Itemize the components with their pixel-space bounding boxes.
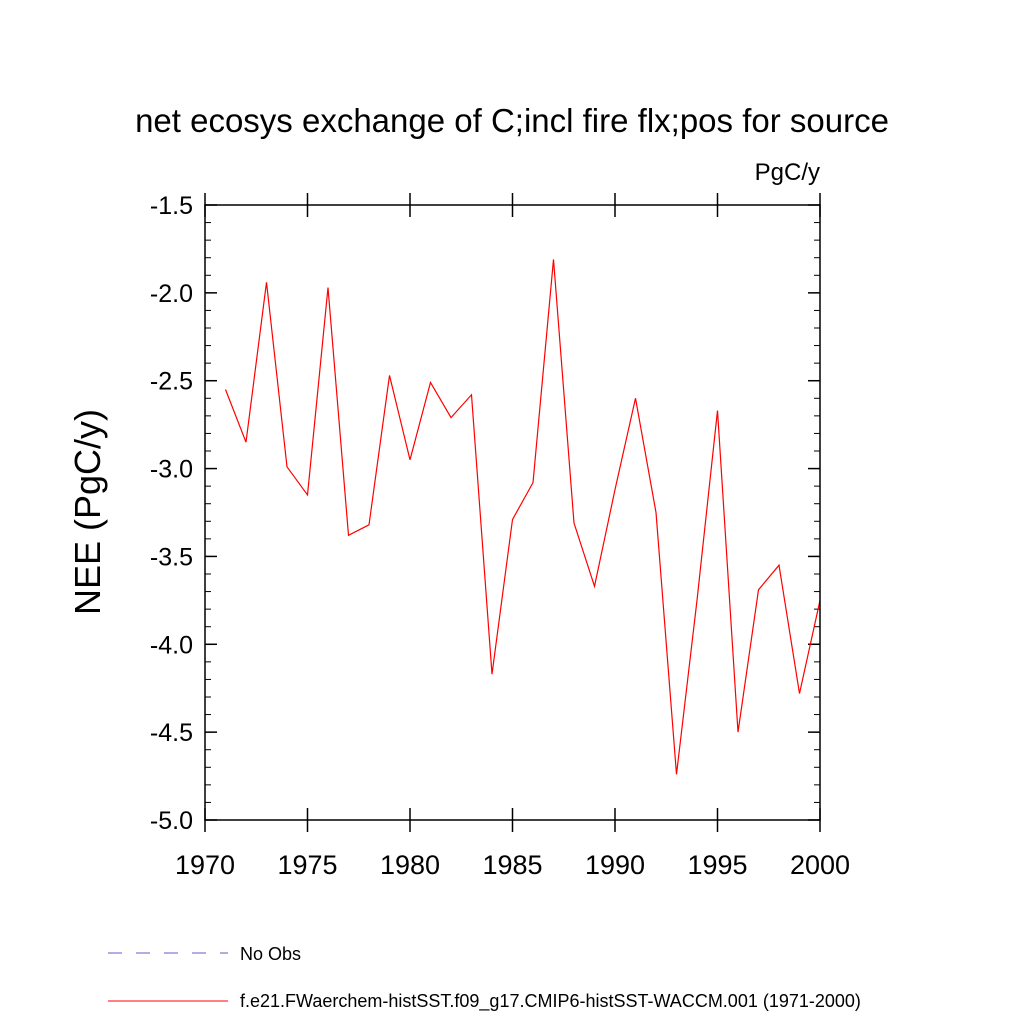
y-tick-label: -5.0 — [150, 807, 193, 835]
x-tick-label: 2000 — [790, 850, 850, 880]
legend-label-model: f.e21.FWaerchem-histSST.f09_g17.CMIP6-hi… — [240, 991, 861, 1012]
legend-label-obs: No Obs — [240, 944, 301, 964]
x-tick-label: 1990 — [585, 850, 645, 880]
x-tick-label: 1995 — [687, 850, 747, 880]
x-tick-label: 1985 — [482, 850, 542, 880]
y-tick-label: -4.0 — [150, 631, 193, 659]
series-line — [224, 259, 821, 775]
axis-ticks — [204, 193, 821, 832]
x-tick-label: 1970 — [175, 850, 235, 880]
y-tick-label: -2.0 — [150, 280, 193, 308]
y-tick-label: -2.5 — [150, 368, 193, 396]
y-tick-label: -3.0 — [150, 456, 193, 484]
y-axis-label: NEE (PgC/y) — [67, 409, 108, 615]
x-tick-label: 1980 — [380, 850, 440, 880]
y-tick-labels: -1.5 -2.0 -2.5 -3.0 -3.5 -4.0 -4.5 -5.0 — [150, 192, 193, 835]
y-tick-label: -4.5 — [150, 719, 193, 747]
series-layer — [224, 259, 821, 775]
plot-frame — [204, 204, 821, 821]
chart-title: net ecosys exchange of C;incl fire flx;p… — [135, 102, 889, 139]
y-tick-label: -3.5 — [150, 543, 193, 571]
legend: No Obs f.e21.FWaerchem-histSST.f09_g17.C… — [108, 944, 861, 1012]
y-tick-label: -1.5 — [150, 192, 193, 220]
x-tick-labels: 1970 1975 1980 1985 1990 1995 2000 — [175, 850, 850, 880]
x-tick-label: 1975 — [277, 850, 337, 880]
units-label: PgC/y — [755, 159, 820, 186]
